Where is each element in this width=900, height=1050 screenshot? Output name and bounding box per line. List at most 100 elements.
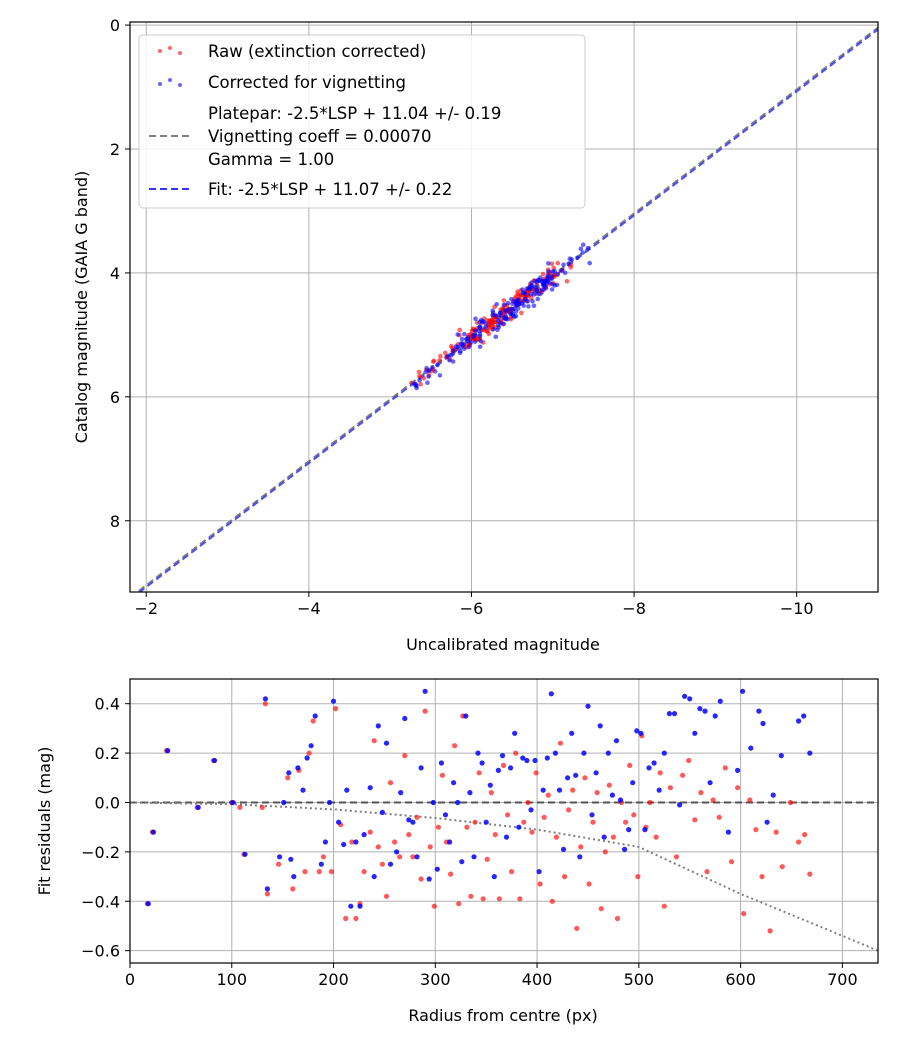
bottom-x-tick-label: 200	[318, 970, 349, 989]
top-corrected-point	[458, 348, 463, 354]
bottom-raw-point	[623, 819, 629, 825]
bottom-corrected-point	[459, 859, 465, 865]
top-raw-point	[438, 353, 443, 359]
bottom-corrected-point	[565, 775, 571, 781]
top-corrected-point	[534, 279, 539, 285]
bottom-corrected-point	[544, 755, 550, 761]
top-corrected-point	[502, 307, 508, 313]
bottom-corrected-point	[463, 713, 469, 719]
bottom-corrected-point	[677, 802, 683, 808]
bottom-raw-point	[735, 785, 741, 791]
bottom-corrected-point	[150, 829, 156, 835]
bottom-raw-point	[529, 829, 535, 835]
bottom-x-tick-label: 600	[725, 970, 756, 989]
bottom-raw-point	[361, 869, 367, 875]
bottom-raw-point	[602, 849, 608, 855]
bottom-raw-point	[285, 775, 291, 781]
bottom-y-ticks: 0.4 0.2 0.0 −0.2 −0.4 −0.6	[81, 695, 130, 961]
bottom-raw-point	[796, 839, 802, 845]
top-corrected-point	[451, 348, 456, 353]
bottom-corrected-point	[569, 730, 575, 736]
top-y-tick-label: 0	[110, 16, 120, 35]
legend-box	[138, 34, 586, 209]
top-corrected-point	[519, 300, 525, 306]
bottom-raw-point	[414, 814, 420, 820]
bottom-corrected-point	[430, 799, 436, 806]
top-line-fit	[138, 28, 878, 592]
bottom-raw-point	[496, 896, 502, 902]
top-corrected-point	[477, 331, 483, 337]
bottom-x-tick-label: 400	[522, 970, 553, 989]
legend-marker-raw	[178, 51, 182, 55]
top-corrected-point	[425, 380, 430, 386]
bottom-raw-point	[476, 770, 482, 776]
bottom-raw-point	[533, 770, 539, 776]
bottom-corrected-point	[230, 799, 236, 806]
top-x-ticks: −2 −4 −6 −8 −10	[134, 592, 814, 618]
bottom-corrected-point	[295, 765, 301, 771]
bottom-corrected-point	[288, 856, 294, 862]
top-corrected-point	[430, 364, 435, 370]
top-raw-point	[549, 261, 555, 267]
top-raw-point	[416, 369, 422, 375]
bottom-raw-point	[716, 814, 722, 820]
bottom-raw-point	[779, 864, 785, 870]
bottom-corrected-point	[520, 755, 526, 761]
bottom-raw-point	[661, 903, 667, 909]
top-corrected-point	[566, 261, 571, 266]
top-corrected-point	[437, 373, 443, 378]
bottom-raw-point	[627, 762, 633, 769]
bottom-corrected-point	[801, 713, 807, 719]
legend-marker-corrected	[178, 83, 182, 87]
top-raw-point	[513, 293, 519, 299]
top-raw-point	[449, 343, 454, 349]
bottom-corrected-point	[646, 765, 652, 771]
top-corrected-point	[494, 302, 500, 307]
top-raw-point	[417, 373, 422, 379]
top-corrected-point	[527, 284, 532, 290]
bottom-raw-point	[773, 829, 779, 835]
top-corrected-points	[411, 242, 592, 391]
bottom-corrected-point	[304, 755, 310, 761]
top-corrected-point	[575, 255, 580, 261]
bottom-corrected-point	[778, 753, 784, 759]
top-corrected-point	[546, 261, 551, 266]
top-raw-point	[508, 317, 514, 322]
top-corrected-point	[459, 336, 465, 342]
bottom-corrected-point	[585, 703, 591, 709]
bottom-raw-point	[549, 898, 555, 904]
bottom-corrected-point	[371, 874, 377, 880]
bottom-corrected-point	[348, 903, 354, 909]
bottom-y-tick-label: −0.6	[81, 942, 120, 961]
bottom-corrected-point	[687, 696, 693, 702]
bottom-raw-point	[343, 915, 349, 922]
top-corrected-point	[462, 331, 467, 337]
bottom-corrected-point	[536, 869, 542, 875]
bottom-corrected-point	[165, 748, 171, 754]
bottom-corrected-point	[495, 767, 501, 774]
bottom-raw-point	[353, 915, 359, 922]
bottom-corrected-point	[552, 750, 559, 756]
bottom-raw-point	[728, 859, 735, 865]
top-corrected-point	[530, 299, 535, 304]
bottom-raw-point	[553, 834, 560, 840]
bottom-corrected-point	[661, 750, 667, 756]
bottom-raw-point	[598, 906, 604, 912]
bottom-raw-points	[144, 701, 813, 934]
top-x-tick-label: −2	[134, 599, 158, 618]
bottom-corrected-point	[308, 743, 314, 749]
top-corrected-point	[490, 312, 495, 318]
bottom-raw-point	[698, 790, 704, 796]
bottom-raw-point	[753, 827, 759, 833]
bottom-raw-point	[566, 807, 572, 813]
bottom-corrected-point	[286, 770, 292, 776]
bottom-corrected-point	[422, 688, 428, 694]
bottom-raw-point	[375, 844, 381, 850]
bottom-raw-point	[448, 871, 454, 877]
top-corrected-point	[516, 306, 521, 311]
bottom-raw-point	[410, 854, 416, 860]
bottom-raw-point	[464, 824, 470, 830]
bottom-corrected-point	[326, 799, 333, 806]
top-raw-point	[555, 260, 561, 266]
